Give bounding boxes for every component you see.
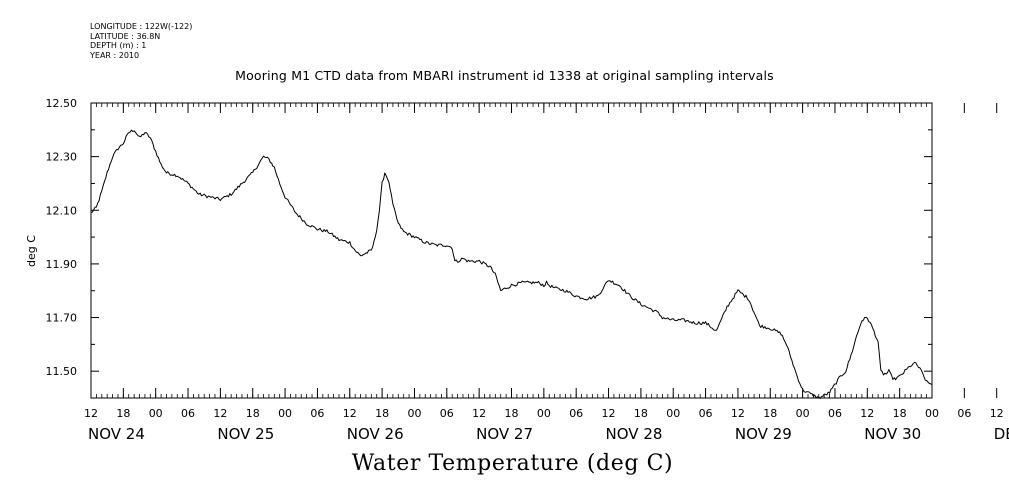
x-date-label: NOV 30: [864, 425, 921, 443]
y-tick-label: 11.50: [46, 365, 78, 378]
plot-frame: [90, 102, 933, 399]
y-tick-label: 12.30: [46, 151, 78, 164]
x-hour-label: 12: [84, 407, 98, 420]
x-date-label: NOV 24: [88, 425, 145, 443]
x-date-label: NOV 26: [347, 425, 404, 443]
y-tick-label: 11.90: [46, 258, 78, 271]
x-hour-label: 18: [116, 407, 130, 420]
x-minor-ticks: [90, 103, 933, 398]
x-hour-label: 12: [343, 407, 357, 420]
x-axis-label: Water Temperature (deg C): [351, 451, 674, 476]
year-text: YEAR : 2010: [90, 50, 140, 60]
x-hour-label: 18: [505, 407, 519, 420]
series-line: [90, 129, 933, 399]
x-hour-label: 06: [828, 407, 842, 420]
x-hour-label: 00: [149, 407, 163, 420]
x-date-label: NOV 25: [217, 425, 274, 443]
chart-title: Mooring M1 CTD data from MBARI instrumen…: [235, 68, 774, 83]
x-hour-label: 06: [181, 407, 195, 420]
x-hour-label: 06: [569, 407, 583, 420]
x-hour-label: 00: [537, 407, 551, 420]
x-hour-label: 18: [634, 407, 648, 420]
x-hour-label: 00: [666, 407, 680, 420]
y-tick-label: 12.10: [46, 204, 78, 217]
x-hour-label: 12: [472, 407, 486, 420]
x-hour-label: 18: [763, 407, 777, 420]
x-date-label: NOV 29: [735, 425, 792, 443]
longitude-text: LONGITUDE : 122W(-122): [90, 22, 193, 31]
x-hour-label: 12: [990, 407, 1004, 420]
x-date-label: NOV 27: [476, 425, 533, 443]
x-hour-label: 12: [213, 407, 227, 420]
x-hour-label: 12: [731, 407, 745, 420]
y-axis-label: deg C: [25, 235, 38, 267]
x-hour-label: 18: [246, 407, 260, 420]
depth-text: DEPTH (m) : 1: [90, 41, 147, 50]
x-hour-label: 18: [375, 407, 389, 420]
x-hour-label: 12: [860, 407, 874, 420]
metadata-block: LONGITUDE : 122W(-122) LATITUDE : 36.8N …: [90, 22, 192, 60]
x-hour-label: 00: [796, 407, 810, 420]
y-tick-label: 12.50: [46, 97, 78, 110]
x-hour-label: 00: [407, 407, 421, 420]
latitude-text: LATITUDE : 36.8N: [90, 31, 161, 41]
y-tick-label: 11.70: [46, 312, 78, 325]
x-hour-label: 12: [602, 407, 616, 420]
x-hour-label: 06: [440, 407, 454, 420]
x-date-label: NOV 28: [606, 425, 663, 443]
x-hour-label: 00: [925, 407, 939, 420]
x-hour-label: 18: [893, 407, 907, 420]
x-hour-label: 06: [699, 407, 713, 420]
x-hour-label: 00: [278, 407, 292, 420]
x-date-label: DEC 1: [994, 425, 1009, 443]
x-hour-label: 06: [957, 407, 971, 420]
x-hour-label: 06: [310, 407, 324, 420]
